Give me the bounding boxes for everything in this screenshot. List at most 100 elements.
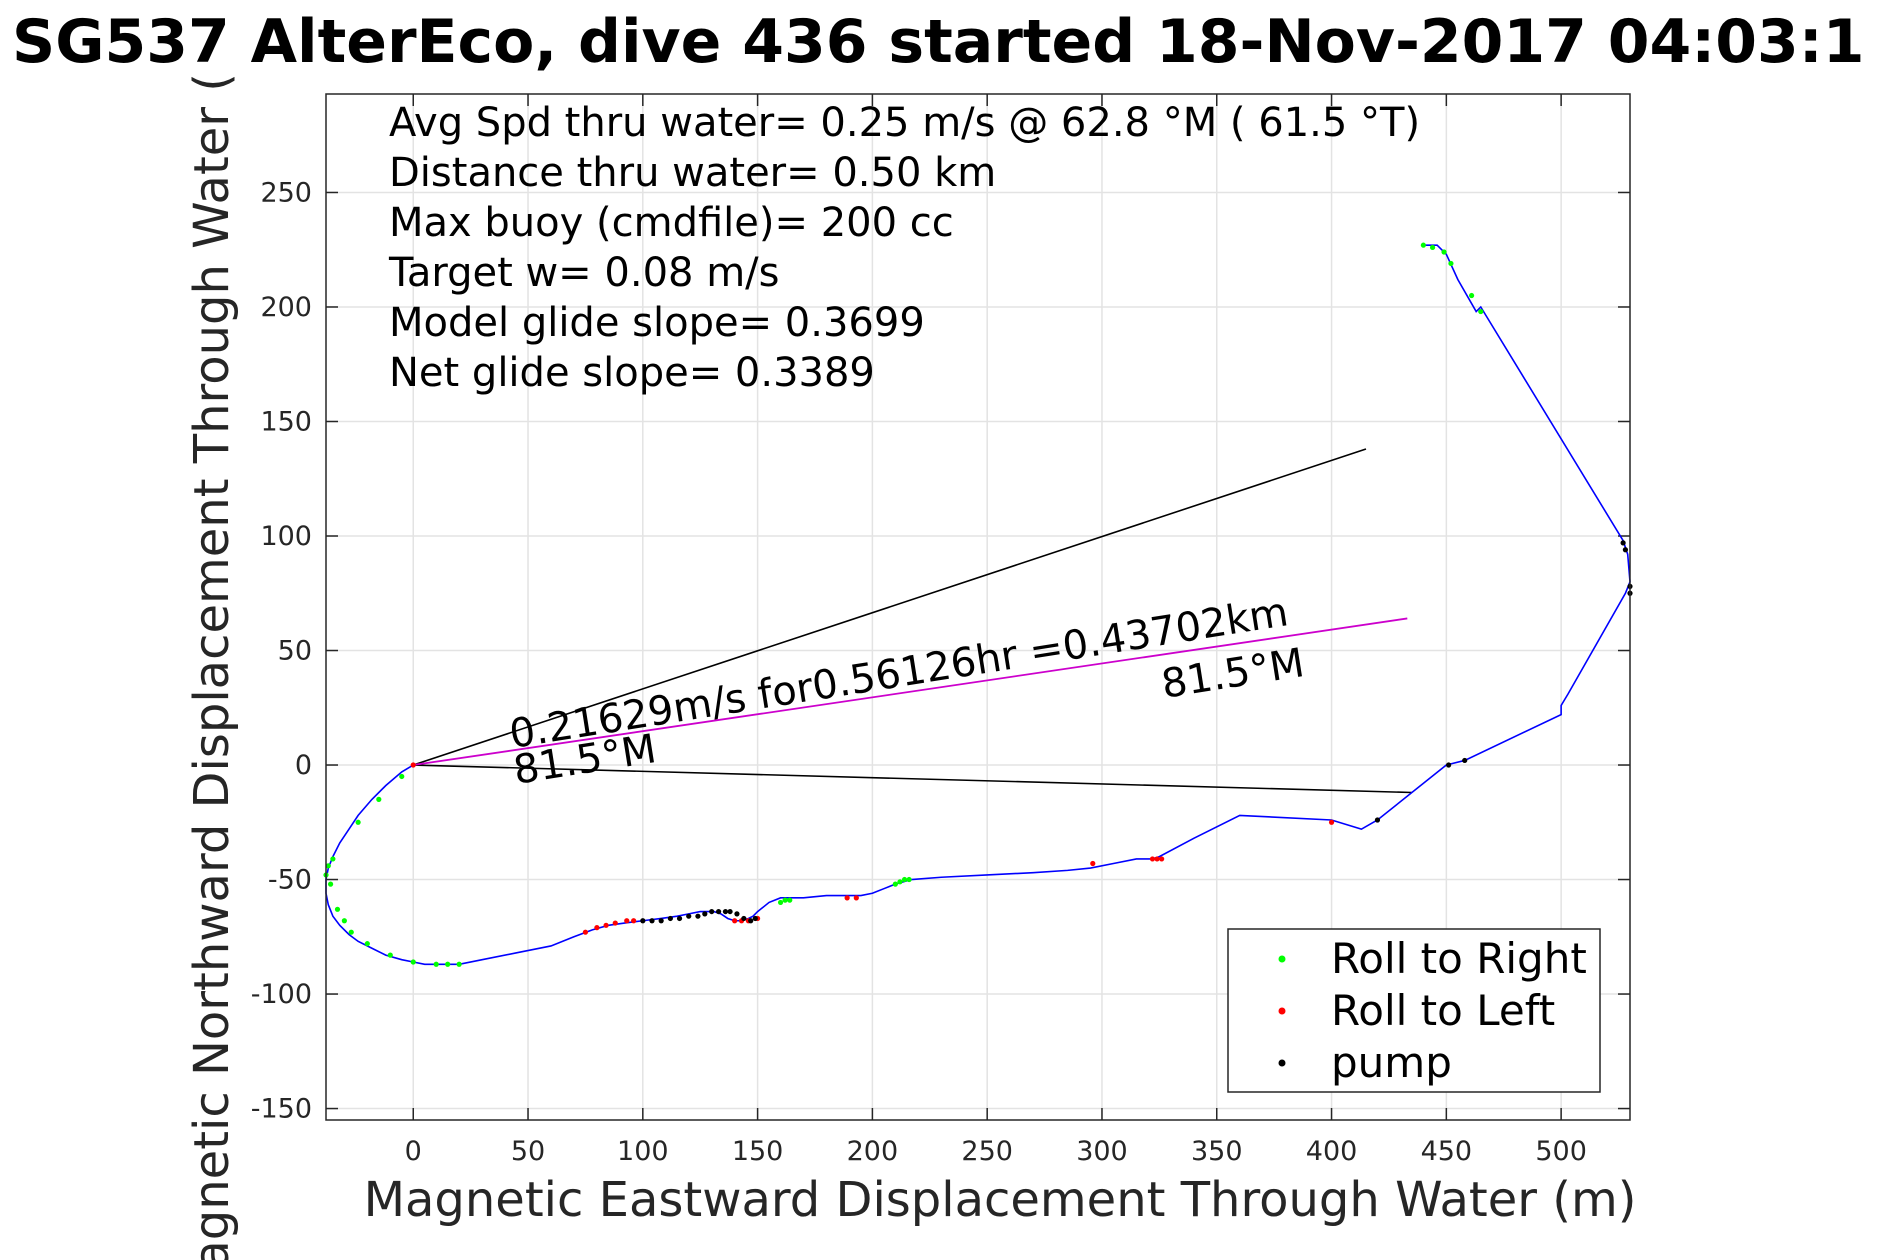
roll-left-point [1328, 819, 1335, 825]
info-line-distance: Distance thru water= 0.50 km [389, 150, 996, 196]
x-tick-label: 0 [405, 1136, 422, 1167]
pump-point [676, 915, 683, 922]
info-line-target-w: Target w= 0.08 m/s [388, 250, 779, 296]
x-tick-label: 200 [847, 1136, 899, 1167]
roll-right-point [892, 881, 898, 887]
y-tick-label: -150 [251, 1094, 312, 1125]
legend-marker-roll-left [1278, 1007, 1286, 1015]
roll-right-point [456, 961, 462, 967]
roll-right-point [348, 929, 354, 935]
roll-left-point [1154, 856, 1160, 862]
roll-right-point [901, 876, 908, 883]
pump-point [658, 918, 664, 924]
roll-right-point [327, 881, 334, 887]
x-tick-label: 450 [1421, 1136, 1473, 1167]
x-tick-label: 250 [961, 1136, 1013, 1167]
roll-left-point [603, 922, 609, 928]
roll-right-point [355, 819, 361, 825]
roll-right-point [1478, 308, 1484, 315]
bearing-line [412, 448, 1367, 766]
pump-point [1446, 762, 1452, 768]
legend-label-roll-left: Roll to Left [1331, 986, 1555, 1035]
pump-point [727, 908, 733, 915]
roll-right-point [777, 899, 784, 906]
pump-point [741, 915, 747, 922]
roll-right-point [433, 961, 439, 967]
roll-right-point [787, 897, 793, 903]
roll-left-point [410, 762, 416, 768]
x-tick-label: 400 [1306, 1136, 1358, 1167]
bearing-line [413, 764, 1412, 794]
pump-point [1620, 540, 1626, 546]
info-line-max-buoy: Max buoy (cmdfile)= 200 cc [389, 200, 954, 246]
roll-right-point [1448, 260, 1454, 267]
pump-point [722, 908, 729, 915]
current-line [413, 617, 1408, 766]
roll-right-point [334, 906, 341, 912]
roll-right-point [330, 856, 336, 862]
pump-point [695, 913, 701, 919]
chart-title: SG537 AlterEco, dive 436 started 18-Nov-… [12, 7, 1865, 77]
roll-right-point [364, 941, 370, 947]
y-axis-ticks: -150 -100 -50 0 50 100 150 200 250 [251, 177, 1630, 1125]
roll-left-point [1090, 860, 1096, 867]
y-tick-label: -100 [251, 979, 312, 1010]
info-text-block: Avg Spd thru water= 0.25 m/s @ 62.8 °M (… [388, 100, 1420, 396]
plot-content [323, 242, 1633, 967]
roll-right-point [1420, 242, 1426, 248]
pump-point [1374, 817, 1381, 823]
roll-right-point [906, 876, 912, 883]
y-tick-label: 50 [278, 636, 312, 667]
pump-point [649, 918, 655, 924]
roll-right-point [782, 897, 788, 903]
roll-left-point [1149, 856, 1156, 862]
y-tick-label: 200 [260, 292, 312, 323]
pump-point [1622, 547, 1629, 553]
y-tick-label: 150 [260, 406, 312, 437]
info-line-model-glide: Model glide slope= 0.3699 [389, 300, 925, 346]
pump-point [686, 913, 692, 919]
plot-frame [325, 93, 1631, 1121]
y-tick-label: 0 [295, 750, 312, 781]
y-tick-label: 100 [260, 521, 312, 552]
roll-left-point [594, 925, 600, 931]
roll-left-point [612, 920, 618, 926]
roll-right-point [1429, 244, 1436, 251]
roll-left-point [844, 895, 850, 901]
x-tick-label: 50 [511, 1136, 545, 1167]
roll-left-point [582, 929, 589, 935]
roll-right-point [1441, 249, 1447, 255]
x-tick-label: 100 [617, 1136, 669, 1167]
roll-left-point [631, 918, 637, 924]
x-axis-label: Magnetic Eastward Displacement Through W… [364, 1172, 1637, 1228]
pump-point [667, 915, 673, 922]
roll-right-point [445, 961, 451, 967]
pump-point [715, 908, 722, 915]
roll-right-point [897, 879, 903, 885]
legend-marker-roll-right [1278, 955, 1286, 963]
roll-right-point [325, 863, 331, 869]
legend-label-pump: pump [1331, 1038, 1452, 1087]
x-tick-label: 350 [1191, 1136, 1243, 1167]
x-tick-label: 500 [1535, 1136, 1587, 1167]
roll-right-point [341, 918, 347, 924]
pump-point [734, 911, 740, 917]
legend: Roll to Right Roll to Left pump [1227, 928, 1601, 1093]
pump-point [640, 918, 646, 924]
legend-box [1227, 928, 1601, 1093]
info-line-net-glide: Net glide slope= 0.3389 [389, 350, 875, 396]
info-line-avg-speed: Avg Spd thru water= 0.25 m/s @ 62.8 °M (… [389, 100, 1420, 146]
legend-marker-pump [1278, 1059, 1286, 1067]
roll-right-point [1468, 292, 1475, 299]
roll-right-point [376, 796, 382, 802]
x-tick-label: 300 [1076, 1136, 1128, 1167]
pump-point [752, 915, 758, 922]
legend-label-roll-right: Roll to Right [1331, 934, 1587, 983]
pump-point [748, 918, 754, 924]
pump-point [1462, 757, 1468, 764]
pump-point [709, 908, 715, 915]
y-axis-label: Magnetic Northward Displacement Through … [184, 73, 240, 1260]
pump-point [702, 911, 708, 917]
x-axis-ticks: 0 50 100 150 200 250 300 350 400 450 500 [405, 94, 1587, 1167]
